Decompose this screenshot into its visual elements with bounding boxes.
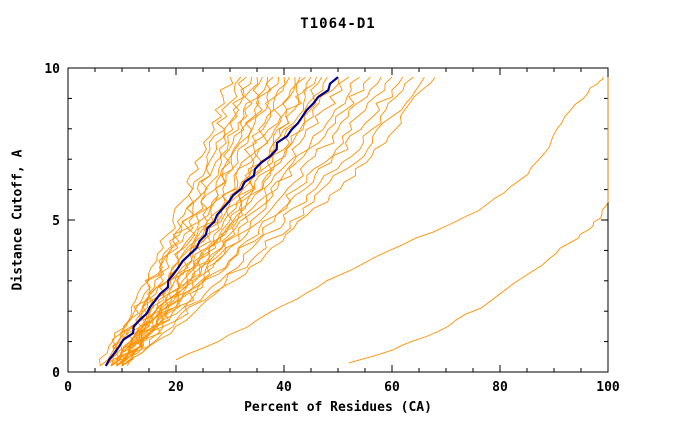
x-tick-label: 0 [64,380,72,395]
model-curve [110,76,371,367]
outlier-model-curve [348,77,609,364]
model-curve [98,76,234,366]
model-curve [116,76,404,367]
model-curve [110,76,274,367]
model-curve [121,76,360,366]
model-curve [126,76,436,367]
model-curve [116,76,290,367]
y-tick-label: 0 [52,366,60,381]
model-curve [121,76,425,367]
model-curve [121,76,328,367]
model-curve [121,76,414,367]
x-axis-label: Percent of Residues (CA) [244,400,432,415]
model-curve [116,77,286,367]
model-curve [110,76,312,367]
model-curve [110,77,340,367]
x-tick-label: 20 [168,380,184,395]
x-tick-label: 100 [596,380,620,395]
model-curve [121,76,393,367]
chart-title: T1064-D1 [300,16,376,32]
highlighted-model-curve [104,76,339,367]
model-curve [116,76,350,367]
model-curve [116,77,280,367]
x-tick-label: 80 [492,380,508,395]
y-tick-label: 5 [52,214,60,229]
model-curve [121,76,301,367]
model-curve [110,77,269,367]
y-tick-label: 10 [44,62,60,77]
outlier-model-curve [175,77,604,361]
model-curve [105,77,253,367]
model-curve [100,76,242,367]
x-tick-label: 60 [384,380,400,395]
model-curve [105,76,247,367]
x-tick-label: 40 [276,380,292,395]
